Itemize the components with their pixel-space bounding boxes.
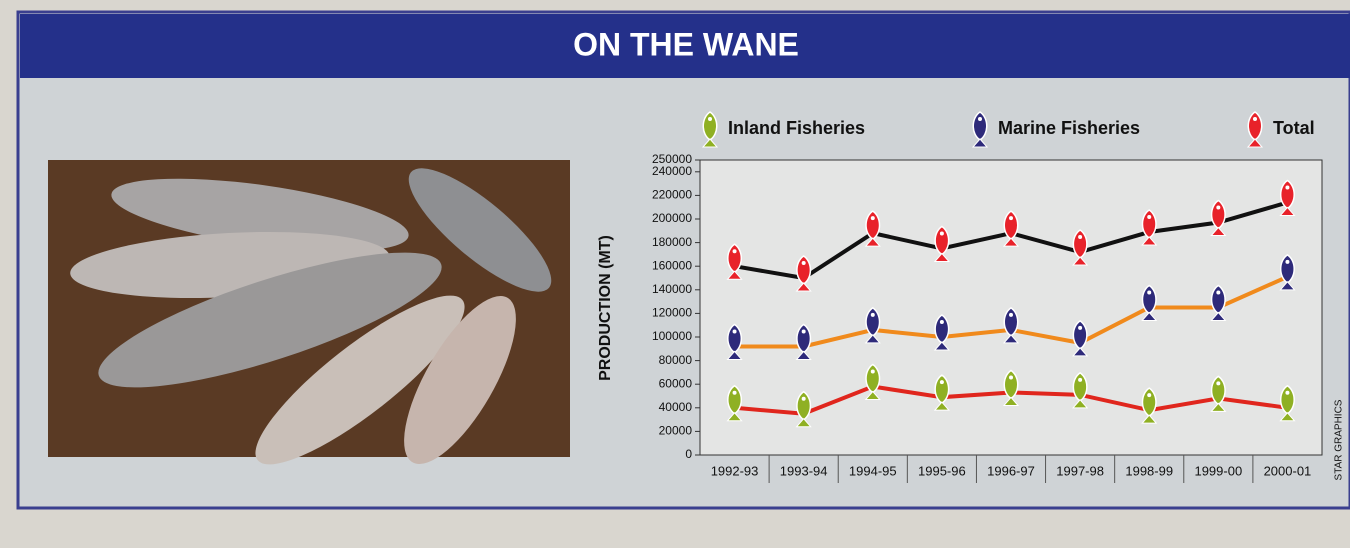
fish-eye [733,249,737,253]
x-tick-label: 2000-01 [1264,463,1312,478]
fish-eye [1009,375,1013,379]
fish-eye [1078,326,1082,330]
fish-eye [1253,117,1257,121]
fish-body [1212,201,1226,229]
y-tick-label: 250000 [652,152,692,166]
fish-eye [940,320,944,324]
fish-body [1073,230,1087,258]
fish-body [1281,255,1295,283]
graphic: ON THE WANE PRODUCTION (MT) STAR GRAPHIC… [0,0,1350,548]
fish-eye [1285,260,1289,264]
fish-eye [1216,291,1220,295]
fish-body [1073,321,1087,349]
fish-eye [708,117,712,121]
fish-eye [733,391,737,395]
fish-eye [940,380,944,384]
fish-eye [1147,215,1151,219]
fish-body [797,324,811,352]
x-tick-label: 1999-00 [1194,463,1242,478]
fish-body [728,244,742,272]
chart-title: ON THE WANE [573,26,799,62]
x-tick-label: 1997-98 [1056,463,1104,478]
y-tick-label: 140000 [652,282,692,296]
y-tick-label: 160000 [652,258,692,272]
fish-body [1142,210,1156,238]
credit: STAR GRAPHICS [1334,399,1345,480]
y-tick-label: 180000 [652,235,692,249]
fish-body [703,112,717,140]
x-tick-label: 1992-93 [711,463,759,478]
legend-label: Marine Fisheries [998,118,1140,138]
fish-eye [871,216,875,220]
fish-eye [1147,291,1151,295]
y-tick-label: 60000 [659,376,693,390]
fish-eye [940,232,944,236]
fish-eye [1216,206,1220,210]
legend-label: Total [1273,118,1315,138]
fish-body [935,315,949,343]
fish-eye [733,329,737,333]
fish-body [973,112,987,140]
fish-eye [1285,391,1289,395]
x-tick-label: 1998-99 [1125,463,1173,478]
fish-body [1142,388,1156,416]
y-tick-label: 40000 [659,400,693,414]
fish-body [1004,308,1018,336]
fish-body [1073,373,1087,401]
fish-body [866,211,880,239]
fish-eye [978,117,982,121]
legend-label: Inland Fisheries [728,118,865,138]
y-tick-label: 100000 [652,329,692,343]
fish-eye [1216,381,1220,385]
photo [48,151,570,487]
y-tick-label: 200000 [652,211,692,225]
fish-eye [1147,393,1151,397]
fish-body [728,324,742,352]
y-tick-label: 0 [685,447,692,461]
fish-body [797,392,811,420]
fish-body [935,375,949,403]
fish-body [1281,386,1295,414]
fish-eye [871,313,875,317]
fish-eye [802,397,806,401]
x-tick-label: 1995-96 [918,463,966,478]
fish-eye [1078,378,1082,382]
fish-eye [802,261,806,265]
y-tick-label: 20000 [659,424,693,438]
x-tick-label: 1996-97 [987,463,1035,478]
x-tick-label: 1993-94 [780,463,828,478]
fish-body [1281,180,1295,208]
fish-body [797,256,811,284]
y-axis-label: PRODUCTION (MT) [597,235,614,381]
y-tick-label: 80000 [659,353,693,367]
y-tick-label: 220000 [652,188,692,202]
fish-body [866,308,880,336]
fish-eye [1078,235,1082,239]
fish-body [1142,286,1156,314]
fish-body [935,227,949,255]
fish-eye [1285,185,1289,189]
fish-body [1212,286,1226,314]
y-tick-label: 120000 [652,306,692,320]
fish-eye [1009,216,1013,220]
fish-body [1004,211,1018,239]
fish-body [728,386,742,414]
fish-body [1212,376,1226,404]
fish-body [1248,112,1262,140]
fish-eye [871,370,875,374]
fish-body [866,365,880,393]
fish-body [1004,370,1018,398]
x-tick-label: 1994-95 [849,463,897,478]
fish-eye [1009,313,1013,317]
fish-eye [802,329,806,333]
